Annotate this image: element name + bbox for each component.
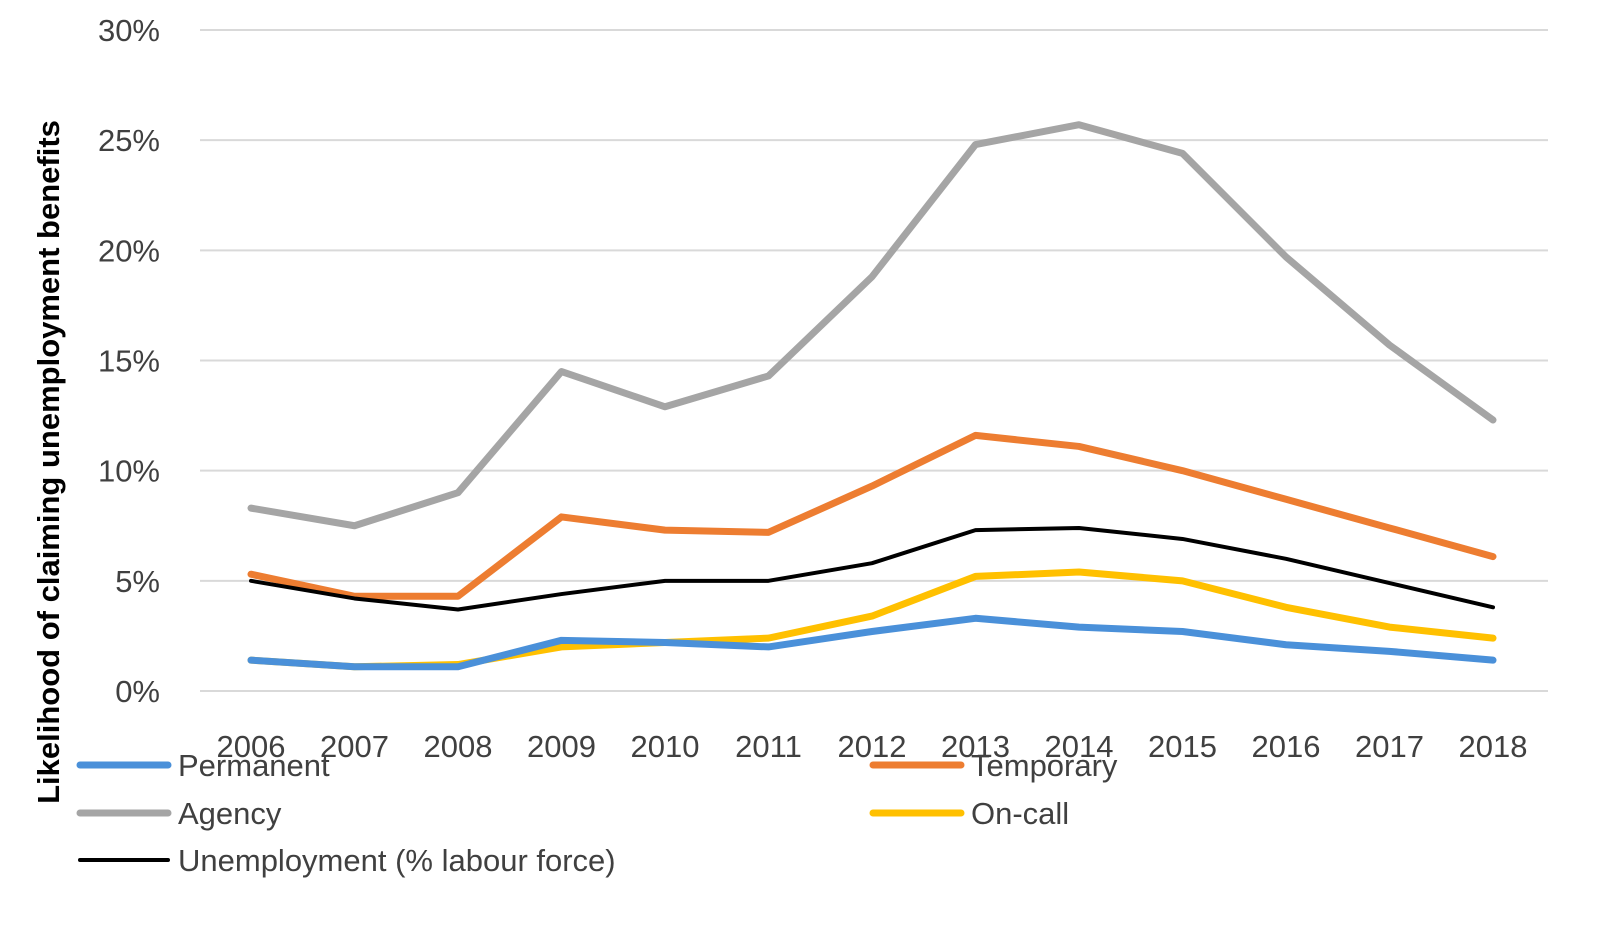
x-tick-label: 2013 bbox=[941, 729, 1010, 764]
x-tick-label: 2010 bbox=[631, 729, 700, 764]
x-tick-label: 2011 bbox=[735, 729, 802, 764]
y-tick-label: 0% bbox=[115, 674, 160, 709]
y-axis-ticks: 0% 5% 10% 15% 20% 25% 30% bbox=[98, 13, 160, 709]
series-line-agency bbox=[247, 121, 1497, 530]
legend-label: Agency bbox=[178, 796, 282, 831]
x-tick-label: 2012 bbox=[838, 729, 907, 764]
y-tick-label: 30% bbox=[98, 13, 160, 48]
legend: Permanent Temporary Agency On-call Unemploym… bbox=[76, 748, 1118, 878]
y-tick-label: 5% bbox=[115, 564, 160, 599]
legend-label: Permanent bbox=[178, 748, 330, 783]
x-tick-label: 2006 bbox=[217, 729, 286, 764]
x-tick-label: 2007 bbox=[320, 729, 389, 764]
series-line-temporary bbox=[247, 431, 1497, 600]
legend-label: Unemployment (% labour force) bbox=[178, 843, 616, 878]
series-line-permanent bbox=[247, 614, 1497, 671]
series-lines bbox=[247, 121, 1497, 671]
gridlines bbox=[200, 29, 1548, 692]
x-tick-label: 2015 bbox=[1148, 729, 1217, 764]
y-axis-label: Likelihood of claiming unemployment bene… bbox=[31, 120, 66, 804]
legend-label: On-call bbox=[971, 796, 1069, 831]
x-tick-label: 2008 bbox=[424, 729, 493, 764]
x-tick-label: 2014 bbox=[1045, 729, 1114, 764]
y-tick-label: 10% bbox=[98, 454, 160, 489]
x-tick-label: 2018 bbox=[1459, 729, 1528, 764]
y-tick-label: 25% bbox=[98, 123, 160, 158]
series-line-on-call bbox=[247, 568, 1497, 671]
x-tick-label: 2009 bbox=[527, 729, 596, 764]
y-tick-label: 15% bbox=[98, 344, 160, 379]
x-tick-label: 2017 bbox=[1355, 729, 1424, 764]
legend-label: Temporary bbox=[971, 748, 1118, 783]
x-axis-ticks: 2006 2007 2008 2009 2010 2011 2012 2013 2014 2015… bbox=[217, 729, 1528, 764]
series-line-unemployment-labour-force bbox=[249, 525, 1495, 612]
y-tick-label: 20% bbox=[98, 233, 160, 268]
x-tick-label: 2016 bbox=[1252, 729, 1321, 764]
